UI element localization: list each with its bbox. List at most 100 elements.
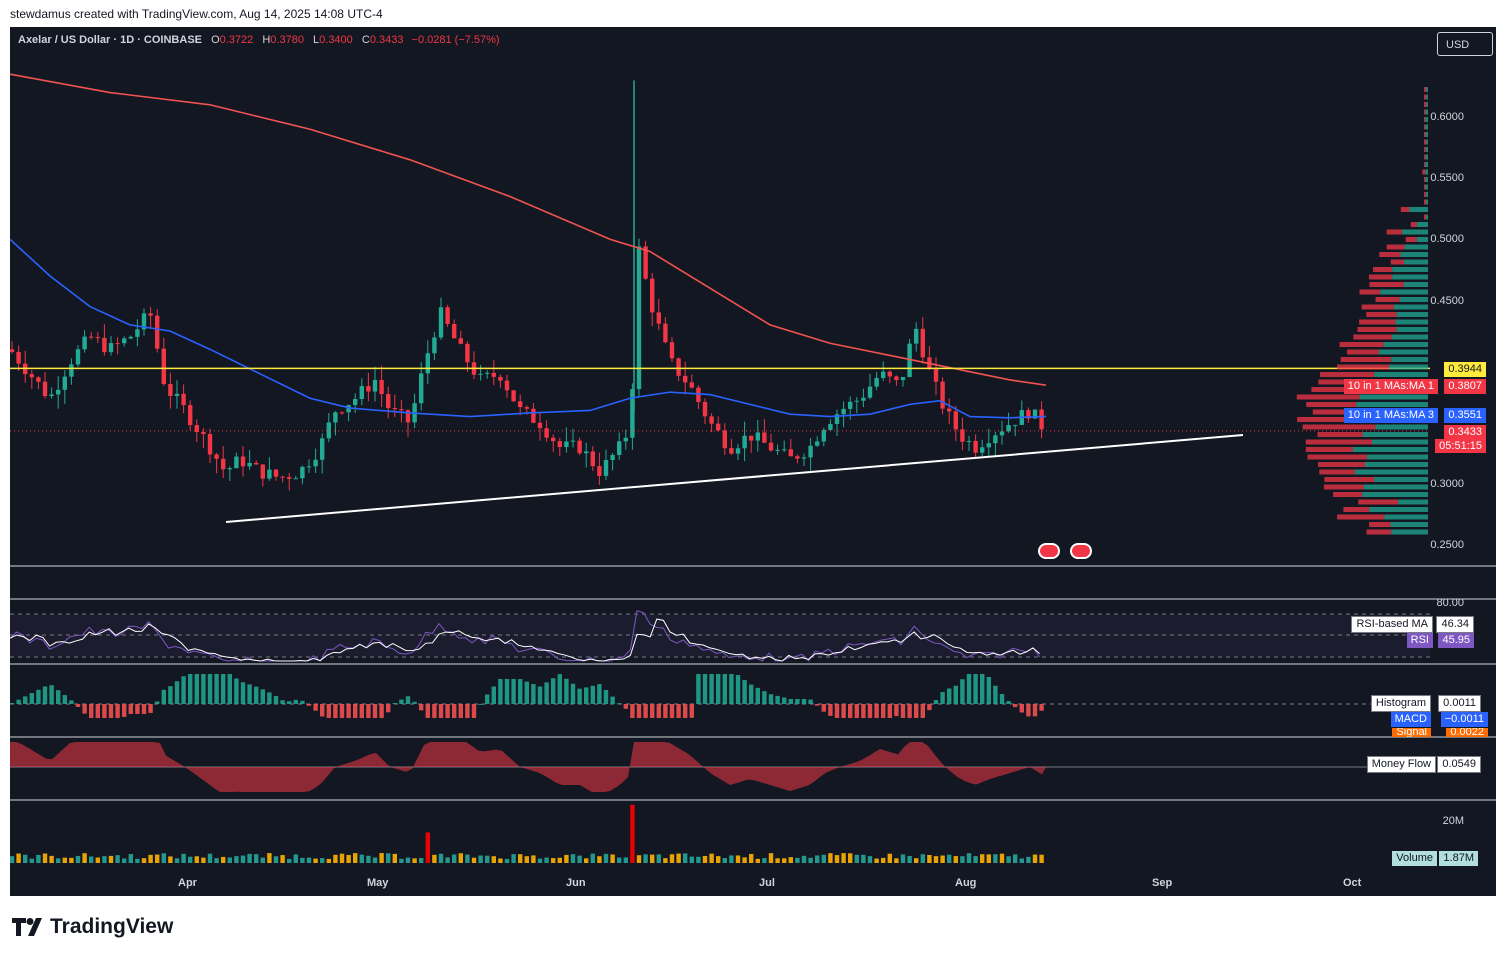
macd-histogram-bar (280, 700, 285, 704)
volume-bar (372, 857, 378, 863)
volume-bar (953, 856, 958, 863)
volume-bar (379, 853, 384, 863)
volume-bar (577, 855, 582, 863)
candle-body (1039, 409, 1044, 430)
macd-histogram-bar (874, 704, 879, 718)
volume-profile-bar (1356, 402, 1428, 407)
macd-histogram-bar (980, 674, 985, 704)
volume-profile-bar (1320, 372, 1375, 377)
economic-event-flag-icon[interactable] (1038, 543, 1060, 559)
candle-body (564, 441, 569, 448)
volume-profile-bar (1405, 237, 1417, 242)
volume-bar (49, 855, 54, 863)
rsi-ma-label: RSI-based MA (1351, 616, 1433, 633)
volume-bar (590, 853, 595, 863)
candle-body (353, 398, 358, 406)
macd-histogram-bar (155, 701, 160, 704)
volume-bar (623, 857, 628, 863)
volume-bar (405, 857, 411, 863)
volume-bar (260, 857, 265, 863)
volume-bar (900, 854, 906, 863)
macd-histogram-bar (273, 696, 279, 704)
volume-bar (214, 858, 219, 863)
money-flow-value: 0.0549 (1437, 756, 1481, 773)
volume-bar (102, 856, 107, 863)
candle-body (729, 448, 734, 454)
candle-body (174, 393, 180, 397)
candle-body (782, 449, 787, 451)
macd-histogram-bar (161, 689, 166, 704)
candle-body (1032, 409, 1038, 419)
volume-bar (603, 853, 609, 863)
macd-histogram-bar (320, 704, 325, 717)
macd-histogram-bar (287, 701, 292, 704)
volume-profile-bar (1425, 132, 1428, 137)
symbol-name[interactable]: Axelar / US Dollar · 1D · COINBASE (18, 34, 202, 46)
volume-bar (247, 853, 252, 863)
volume-bar (729, 855, 734, 863)
candle-body (280, 476, 285, 478)
volume-profile-bar (1391, 334, 1428, 340)
macd-histogram-bar (795, 699, 800, 704)
macd-histogram-bar (656, 704, 661, 718)
candle-body (247, 462, 252, 467)
volume-bar (227, 857, 232, 863)
candle-body (445, 307, 450, 325)
volume-profile-bar (1386, 229, 1402, 235)
macd-histogram-bar (82, 704, 87, 714)
candle-body (62, 376, 67, 390)
candle-body (683, 375, 688, 383)
volume-profile-bar (1359, 289, 1381, 295)
volume-bar (108, 855, 114, 863)
macd-histogram-bar (214, 674, 219, 704)
candle-body (881, 371, 886, 379)
volume-profile-bar (1424, 124, 1426, 130)
tradingview-logo[interactable]: TradingView (12, 915, 173, 939)
candle-body (577, 440, 582, 454)
volume-bar (821, 854, 826, 863)
candle-body (735, 448, 741, 454)
candle-body (1013, 424, 1018, 426)
candle-body (623, 437, 628, 442)
chart-frame[interactable]: Axelar / US Dollar · 1D · COINBASE O0.37… (10, 27, 1496, 896)
volume-profile-bar (1425, 124, 1428, 130)
economic-event-flag-icon[interactable] (1070, 543, 1092, 559)
macd-histogram-bar (346, 704, 351, 718)
volume-profile-bar (1410, 222, 1417, 227)
candle-body (815, 441, 820, 446)
volume-bar (702, 855, 708, 863)
volume-bar (95, 857, 100, 863)
volume-bar (346, 854, 351, 863)
price-axis-label: 0.3000 (1430, 478, 1464, 490)
volume-profile-bar (1358, 499, 1399, 505)
volume-bar (491, 856, 496, 863)
candle-body (267, 469, 272, 479)
volume-bar (537, 858, 543, 863)
volume-bar (887, 853, 892, 863)
macd-histogram-bar (148, 704, 153, 713)
brand-name: TradingView (50, 915, 174, 938)
candle-body (630, 389, 635, 438)
candle-body (313, 459, 318, 467)
candle-body (438, 307, 444, 338)
candle-body (841, 408, 846, 415)
volume-bar (762, 858, 767, 863)
chart-canvas[interactable] (10, 27, 1496, 896)
macd-histogram-bar (141, 704, 147, 714)
candle-body (848, 401, 853, 409)
volume-profile-bar (1368, 274, 1393, 280)
volume-profile-bar (1374, 372, 1428, 377)
candle-body (432, 337, 437, 354)
candle-body (108, 343, 114, 353)
macd-histogram-bar (419, 704, 424, 711)
candle-body (49, 394, 54, 397)
volume-bar (194, 856, 199, 863)
macd-histogram-bar (23, 696, 28, 704)
candle-body (762, 432, 767, 443)
macd-histogram-bar (867, 704, 873, 718)
volume-profile-bar (1424, 199, 1427, 205)
volume-bar (848, 853, 853, 863)
volume-bar (326, 858, 331, 863)
currency-button[interactable]: USD (1437, 32, 1493, 56)
macd-histogram-bar (201, 674, 206, 704)
